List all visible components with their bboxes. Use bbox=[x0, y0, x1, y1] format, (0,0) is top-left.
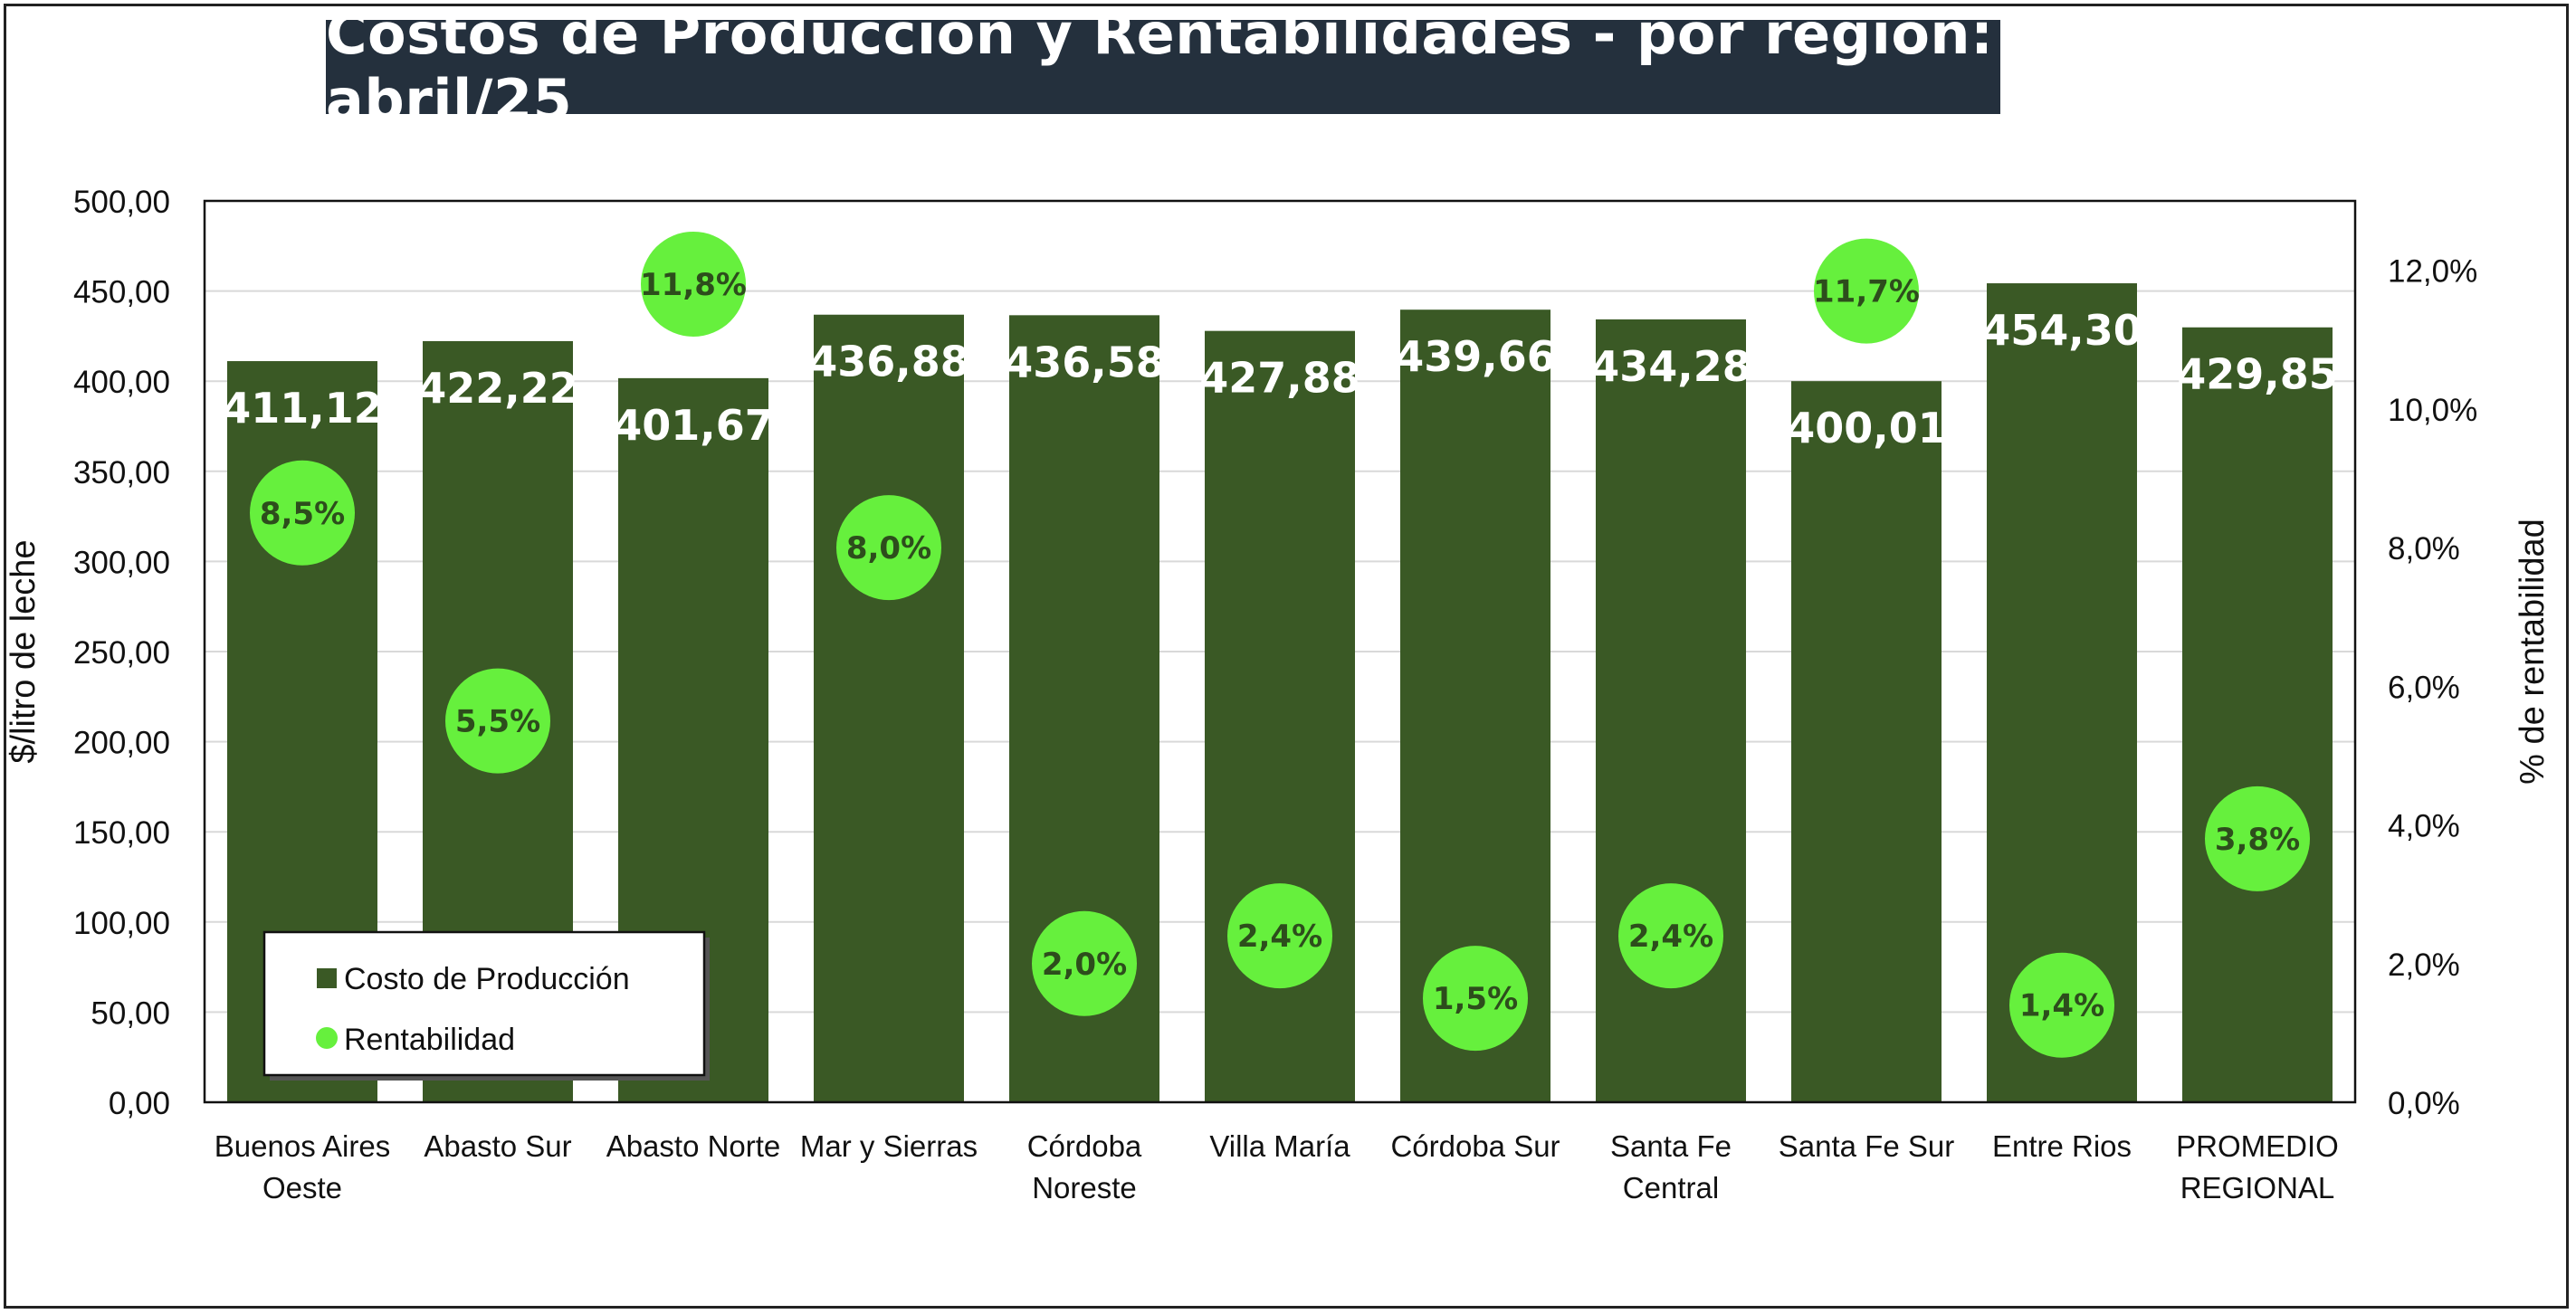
rentabilidad-label: 8,0% bbox=[846, 530, 931, 567]
rentabilidad-label: 2,0% bbox=[1042, 947, 1127, 983]
rentabilidad-label: 1,4% bbox=[2019, 988, 2104, 1024]
x-tick-label: Villa María bbox=[1209, 1129, 1350, 1163]
y2-axis-title: % de rentabilidad bbox=[2514, 519, 2552, 785]
x-tick-label: REGIONAL bbox=[2180, 1171, 2335, 1204]
y2-tick-label: 8,0% bbox=[2388, 531, 2460, 567]
rentabilidad-dot bbox=[1423, 946, 1528, 1052]
x-tick-label: Santa Fe bbox=[1610, 1129, 1732, 1163]
rentabilidad-dot bbox=[2009, 952, 2114, 1058]
bar-value-label: 436,58 bbox=[1004, 338, 1165, 386]
rentabilidad-label: 1,5% bbox=[1433, 981, 1518, 1017]
x-tick-label: Central bbox=[1623, 1171, 1719, 1204]
x-tick-label: Entre Rios bbox=[1992, 1129, 2132, 1163]
y-tick-label: 400,00 bbox=[73, 365, 170, 400]
legend-dot-swatch bbox=[316, 1027, 338, 1049]
rentabilidad-label: 8,5% bbox=[260, 496, 345, 532]
rentabilidad-dot bbox=[1032, 910, 1137, 1016]
chart-title: Costos de Producción y Rentabilidades - … bbox=[326, 1, 1994, 133]
x-tick-label: PROMEDIO bbox=[2176, 1129, 2339, 1163]
x-tick-label: Abasto Sur bbox=[424, 1129, 571, 1163]
y2-tick-label: 0,0% bbox=[2388, 1086, 2460, 1121]
rentabilidad-label: 11,8% bbox=[640, 267, 747, 303]
rentabilidad-dot bbox=[641, 231, 746, 337]
rentabilidad-dot bbox=[1227, 883, 1332, 989]
bar-value-label: 400,01 bbox=[1786, 404, 1947, 452]
rentabilidad-dot bbox=[1814, 238, 1919, 344]
bar-value-label: 411,12 bbox=[222, 384, 383, 433]
bar-value-label: 429,85 bbox=[2177, 350, 2338, 399]
y-tick-label: 100,00 bbox=[73, 906, 170, 941]
rentabilidad-label: 11,7% bbox=[1813, 274, 1920, 310]
bar-value-label: 427,88 bbox=[1199, 354, 1360, 403]
x-tick-label: Córdoba bbox=[1027, 1129, 1142, 1163]
x-tick-label: Santa Fe Sur bbox=[1779, 1129, 1954, 1163]
bar bbox=[1791, 381, 1942, 1103]
rentabilidad-dot bbox=[250, 460, 355, 566]
y2-tick-label: 12,0% bbox=[2388, 254, 2477, 290]
legend-label-rentabilidad: Rentabilidad bbox=[344, 1023, 515, 1057]
x-tick-label: Córdoba Sur bbox=[1390, 1129, 1560, 1163]
y-tick-label: 0,00 bbox=[109, 1086, 170, 1121]
rentabilidad-label: 3,8% bbox=[2215, 822, 2300, 858]
bar-value-label: 401,67 bbox=[613, 401, 774, 450]
y-tick-label: 450,00 bbox=[73, 275, 170, 310]
rentabilidad-dot bbox=[445, 668, 550, 774]
rentabilidad-label: 2,4% bbox=[1237, 919, 1322, 955]
y2-tick-label: 10,0% bbox=[2388, 393, 2477, 428]
y-tick-label: 150,00 bbox=[73, 815, 170, 851]
bar-value-label: 422,22 bbox=[417, 364, 578, 413]
rentabilidad-dot bbox=[2205, 786, 2310, 891]
bar-value-label: 436,88 bbox=[808, 338, 969, 386]
y-tick-label: 50,00 bbox=[91, 995, 170, 1031]
x-tick-label: Abasto Norte bbox=[606, 1129, 781, 1163]
plot-area-border bbox=[203, 199, 2357, 1104]
y-tick-label: 300,00 bbox=[73, 545, 170, 580]
y2-tick-label: 6,0% bbox=[2388, 670, 2460, 705]
rentabilidad-dot bbox=[1618, 883, 1723, 989]
y2-tick-label: 4,0% bbox=[2388, 809, 2460, 844]
legend-box bbox=[262, 930, 706, 1077]
x-tick-label: Mar y Sierras bbox=[800, 1129, 978, 1163]
x-tick-label: Noreste bbox=[1032, 1171, 1137, 1204]
rentabilidad-label: 5,5% bbox=[455, 704, 540, 740]
chart-title-box: Costos de Producción y Rentabilidades - … bbox=[326, 1, 2000, 133]
y-tick-label: 500,00 bbox=[73, 185, 170, 220]
x-tick-label: Oeste bbox=[262, 1171, 342, 1204]
x-tick-label: Buenos Aires bbox=[215, 1129, 390, 1163]
y2-tick-label: 2,0% bbox=[2388, 947, 2460, 983]
y-tick-label: 350,00 bbox=[73, 455, 170, 490]
y-tick-label: 250,00 bbox=[73, 635, 170, 671]
bar bbox=[2182, 327, 2333, 1103]
bar-value-label: 439,66 bbox=[1395, 332, 1556, 381]
y-tick-label: 200,00 bbox=[73, 726, 170, 761]
rentabilidad-label: 2,4% bbox=[1628, 919, 1713, 955]
y-axis-title: $/litro de leche bbox=[5, 539, 43, 763]
bar-value-label: 454,30 bbox=[1981, 306, 2142, 355]
rentabilidad-dot bbox=[836, 495, 941, 601]
legend-label-costo: Costo de Producción bbox=[344, 962, 630, 996]
bar bbox=[814, 314, 964, 1102]
bar-value-label: 434,28 bbox=[1590, 342, 1751, 391]
legend-bar-swatch bbox=[317, 968, 337, 988]
